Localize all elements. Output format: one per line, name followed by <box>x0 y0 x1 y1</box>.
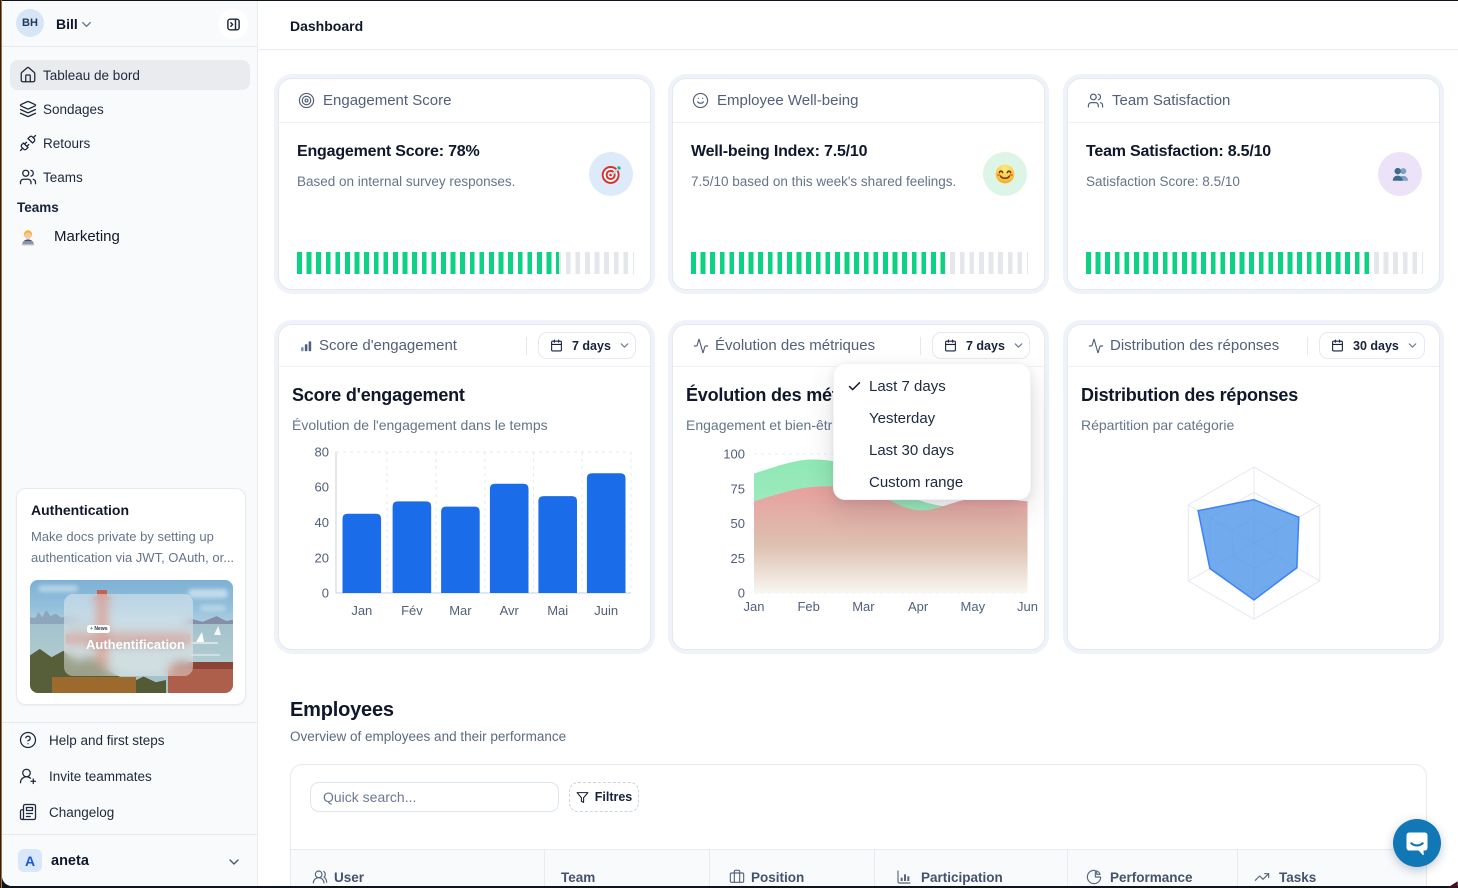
svg-text:50: 50 <box>731 516 745 531</box>
svg-text:Juin: Juin <box>594 603 618 618</box>
svg-text:Mar: Mar <box>852 599 875 614</box>
svg-text:Jan: Jan <box>744 599 765 614</box>
svg-text:20: 20 <box>315 550 329 565</box>
svg-text:Feb: Feb <box>797 599 819 614</box>
svg-text:May: May <box>961 599 986 614</box>
svg-text:Jun: Jun <box>1017 599 1038 614</box>
svg-text:Fév: Fév <box>401 603 423 618</box>
svg-text:Avr: Avr <box>500 603 520 618</box>
svg-text:80: 80 <box>315 445 329 460</box>
svg-text:0: 0 <box>322 586 329 601</box>
svg-text:Jan: Jan <box>351 603 372 618</box>
svg-text:Mai: Mai <box>547 603 568 618</box>
svg-text:100: 100 <box>723 447 745 462</box>
svg-text:0: 0 <box>738 586 745 601</box>
svg-text:40: 40 <box>315 515 329 530</box>
svg-text:Apr: Apr <box>908 599 929 614</box>
svg-text:25: 25 <box>731 551 745 566</box>
svg-text:Mar: Mar <box>449 603 472 618</box>
svg-text:60: 60 <box>315 480 329 495</box>
svg-text:75: 75 <box>731 481 745 496</box>
